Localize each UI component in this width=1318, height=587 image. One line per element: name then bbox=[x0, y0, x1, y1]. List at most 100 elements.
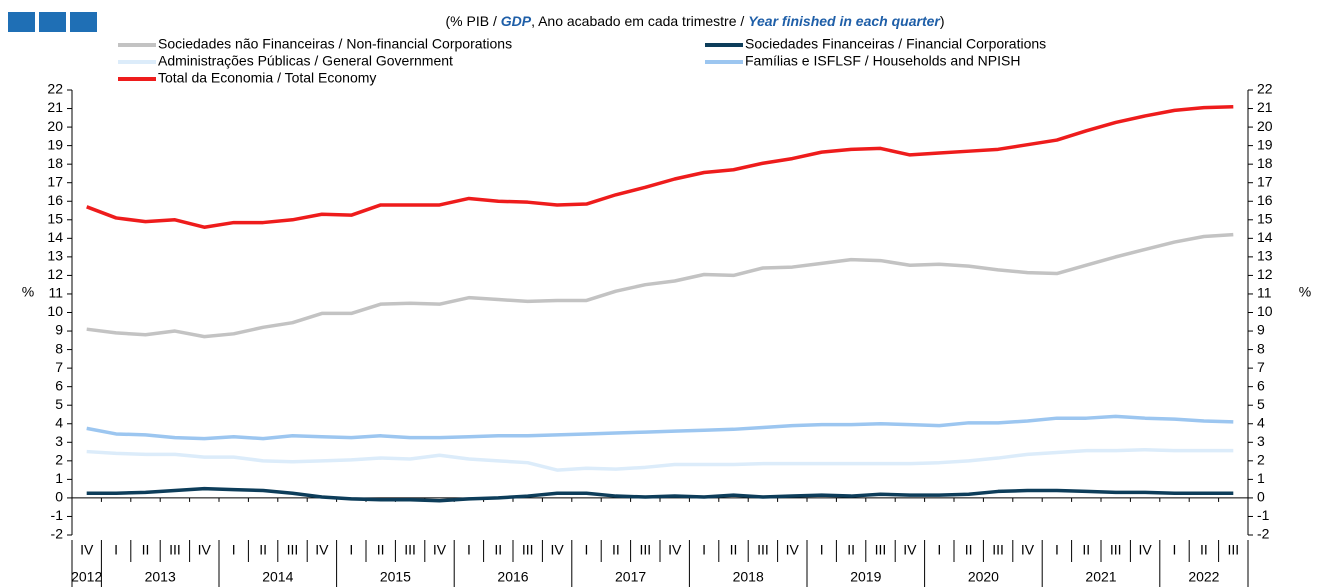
x-tick-label: I bbox=[585, 542, 589, 558]
year-label: 2017 bbox=[615, 569, 646, 585]
y-tick-label: 13 bbox=[47, 248, 63, 264]
year-label: 2019 bbox=[850, 569, 881, 585]
x-tick-label: I bbox=[114, 542, 118, 558]
y-tick-label: 11 bbox=[48, 285, 63, 301]
y2-tick-label: 21 bbox=[1257, 99, 1273, 115]
year-label: 2021 bbox=[1085, 569, 1116, 585]
year-label: 2014 bbox=[262, 569, 293, 585]
y2-tick-label: 18 bbox=[1257, 155, 1273, 171]
x-tick-label: II bbox=[1082, 542, 1090, 558]
x-tick-label: IV bbox=[903, 542, 917, 558]
y2-tick-label: 9 bbox=[1257, 322, 1265, 338]
y2-tick-label: 3 bbox=[1257, 433, 1265, 449]
y-tick-label: -1 bbox=[51, 507, 64, 523]
y-tick-label: 7 bbox=[55, 359, 63, 375]
legend-label: Famílias e ISFLSF / Households and NPISH bbox=[745, 53, 1020, 69]
y2-tick-label: 0 bbox=[1257, 489, 1265, 505]
y2-tick-label: -1 bbox=[1257, 507, 1270, 523]
y2-tick-label: 5 bbox=[1257, 396, 1265, 412]
logo-block bbox=[8, 12, 35, 32]
y2-axis-label: % bbox=[1299, 284, 1311, 300]
y2-tick-label: 11 bbox=[1257, 285, 1272, 301]
x-tick-label: I bbox=[702, 542, 706, 558]
year-label: 2018 bbox=[733, 569, 764, 585]
x-tick-label: II bbox=[612, 542, 620, 558]
x-tick-label: II bbox=[377, 542, 385, 558]
y-tick-label: 4 bbox=[55, 414, 63, 430]
x-tick-label: II bbox=[847, 542, 855, 558]
y-tick-label: 5 bbox=[55, 396, 63, 412]
y-axis-label: % bbox=[22, 284, 34, 300]
legend-label: Sociedades Financeiras / Financial Corpo… bbox=[745, 36, 1046, 52]
y2-tick-label: 17 bbox=[1257, 173, 1273, 189]
x-tick-label: III bbox=[522, 542, 534, 558]
y-tick-label: 2 bbox=[55, 452, 63, 468]
x-tick-label: III bbox=[1110, 542, 1122, 558]
y-tick-label: 14 bbox=[47, 229, 63, 245]
legend-label: Total da Economia / Total Economy bbox=[158, 70, 376, 86]
y2-tick-label: 13 bbox=[1257, 248, 1273, 264]
x-tick-label: IV bbox=[1021, 542, 1035, 558]
x-tick-label: I bbox=[232, 542, 236, 558]
logo-block bbox=[39, 12, 66, 32]
y-tick-label: 19 bbox=[47, 136, 63, 152]
x-tick-label: IV bbox=[198, 542, 212, 558]
y-tick-label: 0 bbox=[55, 489, 63, 505]
y-tick-label: 18 bbox=[47, 155, 63, 171]
x-tick-label: III bbox=[404, 542, 416, 558]
x-tick-label: I bbox=[349, 542, 353, 558]
x-tick-label: II bbox=[494, 542, 502, 558]
year-label: 2020 bbox=[968, 569, 999, 585]
y-tick-label: 17 bbox=[47, 173, 63, 189]
y-tick-label: 20 bbox=[47, 118, 63, 134]
y-tick-label: 15 bbox=[47, 210, 63, 226]
y-tick-label: 8 bbox=[55, 340, 63, 356]
title-part: GDP bbox=[501, 13, 532, 29]
x-tick-label: III bbox=[287, 542, 299, 558]
y2-tick-label: 16 bbox=[1257, 192, 1273, 208]
logo-block bbox=[70, 12, 97, 32]
y2-tick-label: 8 bbox=[1257, 340, 1265, 356]
series-line bbox=[86, 447, 1234, 472]
x-tick-label: II bbox=[142, 542, 150, 558]
series-line bbox=[86, 232, 1234, 339]
year-label: 2013 bbox=[145, 569, 176, 585]
x-tick-label: III bbox=[875, 542, 887, 558]
year-label: 2022 bbox=[1188, 569, 1219, 585]
chart-title: (% PIB / GDP, Ano acabado em cada trimes… bbox=[445, 13, 944, 29]
x-tick-label: II bbox=[259, 542, 267, 558]
title-part: ) bbox=[940, 13, 945, 29]
y2-tick-label: 14 bbox=[1257, 229, 1273, 245]
y2-tick-label: 15 bbox=[1257, 210, 1273, 226]
x-tick-label: III bbox=[169, 542, 181, 558]
y-tick-label: 9 bbox=[55, 322, 63, 338]
y2-tick-label: 19 bbox=[1257, 136, 1273, 152]
y-tick-label: 22 bbox=[47, 81, 63, 97]
x-tick-label: I bbox=[1173, 542, 1177, 558]
x-tick-label: IV bbox=[668, 542, 682, 558]
x-tick-label: III bbox=[1227, 542, 1239, 558]
y2-tick-label: 6 bbox=[1257, 377, 1265, 393]
y-tick-label: 1 bbox=[55, 470, 63, 486]
x-tick-label: IV bbox=[1138, 542, 1152, 558]
series-line bbox=[86, 486, 1234, 503]
x-tick-label: IV bbox=[433, 542, 447, 558]
x-tick-label: I bbox=[820, 542, 824, 558]
x-tick-label: II bbox=[965, 542, 973, 558]
x-tick-label: IV bbox=[80, 542, 94, 558]
y-tick-label: -2 bbox=[51, 526, 64, 542]
y2-tick-label: 2 bbox=[1257, 452, 1265, 468]
title-part: , Ano acabado em cada trimestre / bbox=[531, 13, 748, 29]
y2-tick-label: 22 bbox=[1257, 81, 1273, 97]
legend-label: Administrações Públicas / General Govern… bbox=[158, 53, 453, 69]
y2-tick-label: 20 bbox=[1257, 118, 1273, 134]
y-tick-label: 12 bbox=[47, 266, 63, 282]
year-label: 2016 bbox=[497, 569, 528, 585]
series-line bbox=[86, 414, 1234, 441]
year-label: 2015 bbox=[380, 569, 411, 585]
x-tick-label: I bbox=[467, 542, 471, 558]
x-tick-label: III bbox=[639, 542, 651, 558]
title-part: Year finished in each quarter bbox=[748, 13, 941, 29]
